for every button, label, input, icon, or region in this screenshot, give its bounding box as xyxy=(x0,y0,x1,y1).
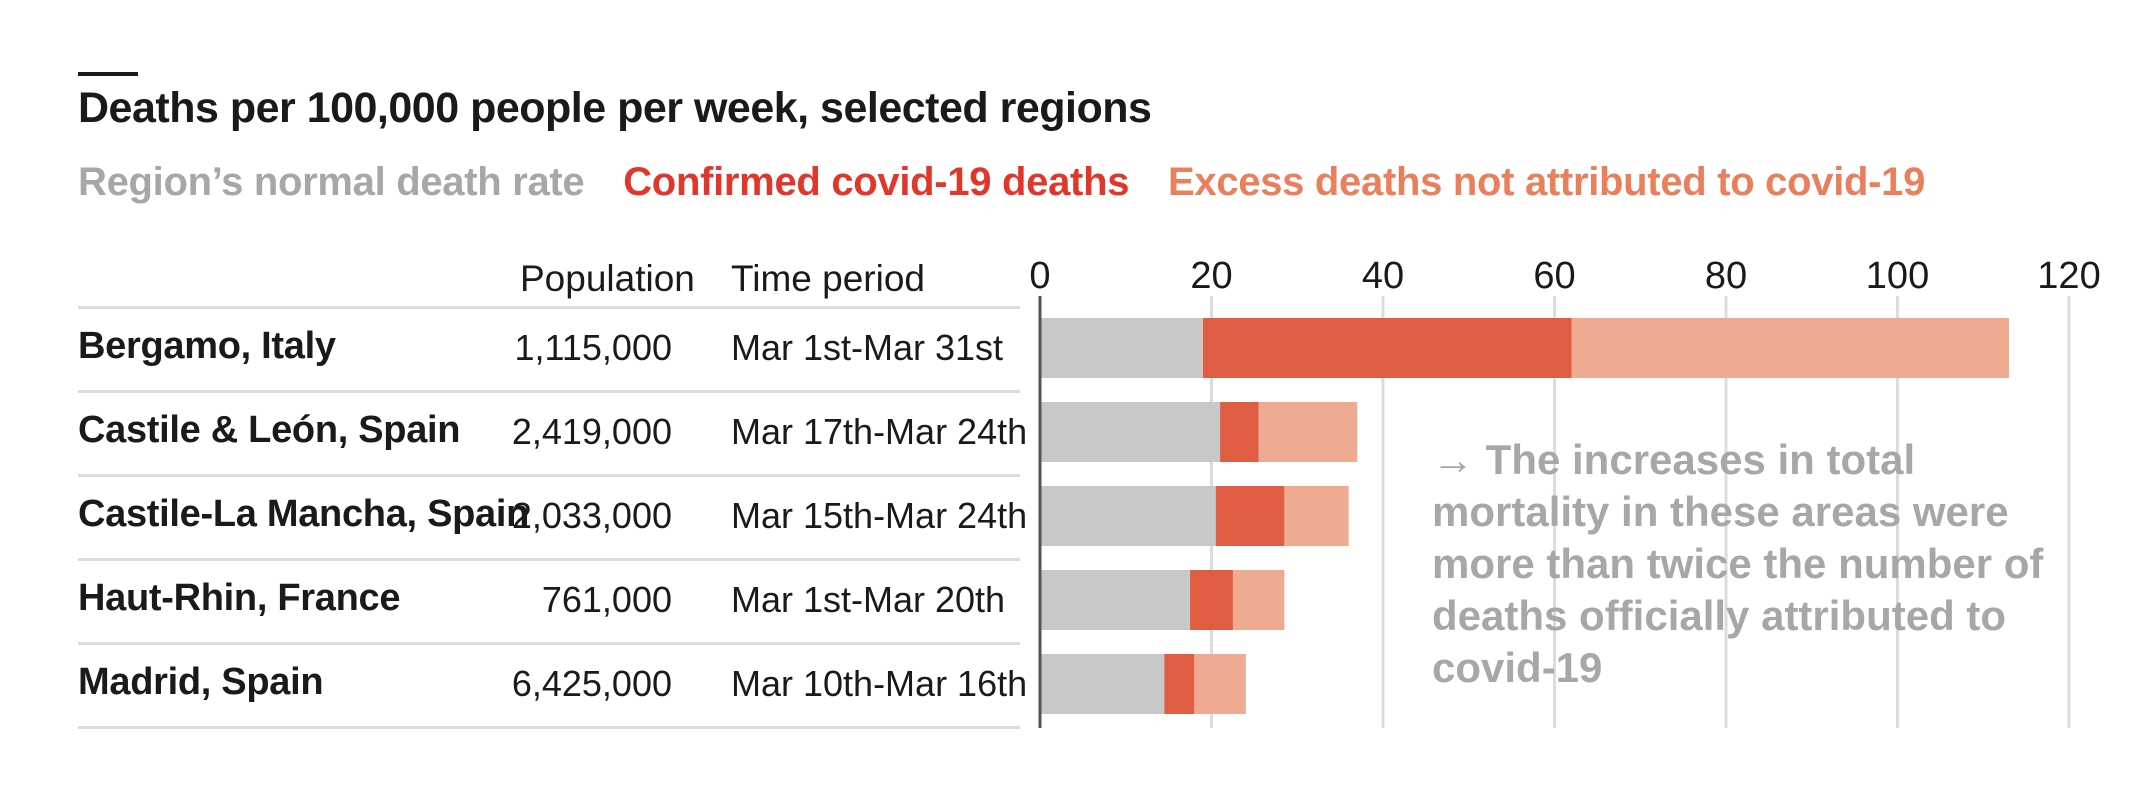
row-period-bergamo: Mar 1st-Mar 31st xyxy=(731,327,1004,368)
bar-excess-1 xyxy=(1258,402,1358,462)
row-population-castile-leon: 2,419,000 xyxy=(511,411,672,452)
title-rule xyxy=(78,72,138,76)
legend-normal-death-rate: Region’s normal death rate xyxy=(78,160,585,204)
x-tick-label: 100 xyxy=(1866,255,1929,297)
row-region-madrid: Madrid, Spain xyxy=(78,661,324,703)
row-population-castile-la-mancha: 2,033,000 xyxy=(511,495,672,536)
annotation: → The increases in total mortality in th… xyxy=(1432,436,2044,691)
chart-title: Deaths per 100,000 people per week, sele… xyxy=(78,84,1152,132)
bar-confirmed-0 xyxy=(1202,318,1572,378)
row-divider xyxy=(78,306,1020,309)
bar-normal-2 xyxy=(1040,486,1216,546)
bar-confirmed-1 xyxy=(1220,402,1259,462)
bar-normal-1 xyxy=(1040,402,1221,462)
row-region-haut-rhin: Haut-Rhin, France xyxy=(78,577,401,619)
legend: Region’s normal death rate Confirmed cov… xyxy=(78,160,1953,205)
row-population-madrid: 6,425,000 xyxy=(511,663,672,704)
bar-confirmed-4 xyxy=(1164,654,1195,714)
bar-excess-3 xyxy=(1232,570,1285,630)
bar-confirmed-2 xyxy=(1215,486,1285,546)
row-divider xyxy=(78,558,1020,561)
x-tick-label: 80 xyxy=(1705,255,1747,297)
x-tick-label: 20 xyxy=(1190,255,1232,297)
row-divider xyxy=(78,726,1020,729)
x-tick-label: 60 xyxy=(1533,255,1575,297)
bar-normal-3 xyxy=(1040,570,1191,630)
time-period-column-header: Time period xyxy=(731,258,925,299)
row-population-bergamo: 1,115,000 xyxy=(514,327,672,368)
x-tick-label: 40 xyxy=(1362,255,1404,297)
row-divider xyxy=(78,390,1020,393)
row-population-haut-rhin: 761,000 xyxy=(541,579,672,620)
row-divider xyxy=(78,474,1020,477)
row-divider xyxy=(78,642,1020,645)
row-period-madrid: Mar 10th-Mar 16th xyxy=(731,663,1028,704)
bar-excess-2 xyxy=(1284,486,1349,546)
population-column-header: Population xyxy=(520,258,695,299)
row-period-haut-rhin: Mar 1st-Mar 20th xyxy=(731,579,1006,620)
row-period-castile-leon: Mar 17th-Mar 24th xyxy=(731,411,1028,452)
row-region-castile-la-mancha: Castile-La Mancha, Spain xyxy=(78,493,530,535)
row-region-castile-leon: Castile & León, Spain xyxy=(78,409,461,451)
row-region-bergamo: Bergamo, Italy xyxy=(78,325,336,367)
bar-confirmed-3 xyxy=(1190,570,1233,630)
row-period-castile-la-mancha: Mar 15th-Mar 24th xyxy=(731,495,1028,536)
bar-excess-4 xyxy=(1194,654,1246,714)
legend-excess-deaths: Excess deaths not attributed to covid-19 xyxy=(1168,160,1926,204)
x-tick-label: 120 xyxy=(2037,255,2100,297)
bar-excess-0 xyxy=(1571,318,2009,378)
bar-normal-4 xyxy=(1040,654,1165,714)
legend-confirmed-covid-deaths: Confirmed covid-19 deaths xyxy=(623,160,1130,204)
x-tick-label: 0 xyxy=(1029,255,1050,297)
bar-normal-0 xyxy=(1040,318,1203,378)
